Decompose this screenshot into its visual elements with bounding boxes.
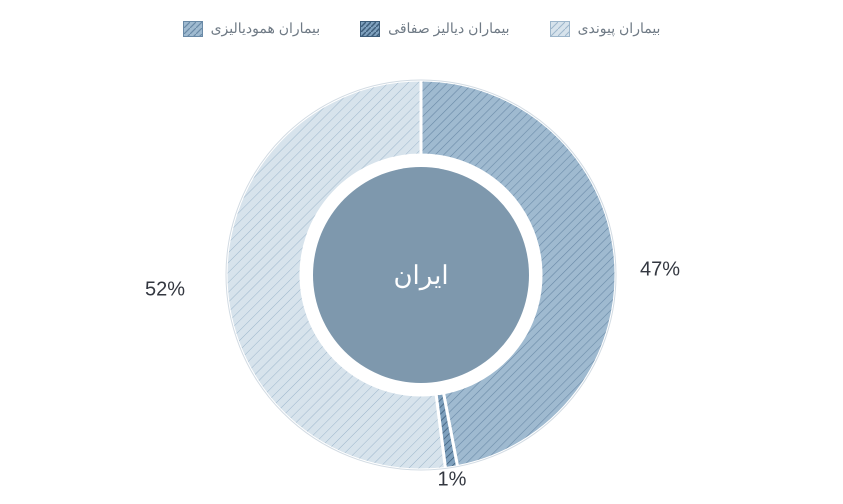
slice-label-hemodialysis: 47% <box>640 258 680 280</box>
donut-chart: ایران 47% 1% 52% <box>0 55 843 495</box>
legend-item-peritoneal: بیماران دیالیز صفاقی <box>360 20 509 37</box>
slice-label-peritoneal: 1% <box>438 468 467 490</box>
legend-label-hemodialysis: بیماران همودیالیزی <box>211 20 321 37</box>
legend-item-hemodialysis: بیماران همودیالیزی <box>183 20 321 37</box>
legend-item-transplant: بیماران پیوندی <box>550 20 661 37</box>
legend: بیماران همودیالیزی بیماران دیالیز صفاقی … <box>0 20 843 37</box>
legend-swatch-hemodialysis <box>183 21 203 37</box>
center-label: ایران <box>393 260 448 291</box>
legend-label-peritoneal: بیماران دیالیز صفاقی <box>388 20 509 37</box>
slice-label-transplant: 52% <box>145 278 185 300</box>
legend-swatch-transplant <box>550 21 570 37</box>
legend-swatch-peritoneal <box>360 21 380 37</box>
chart-stage: بیماران همودیالیزی بیماران دیالیز صفاقی … <box>0 0 843 504</box>
legend-label-transplant: بیماران پیوندی <box>578 20 661 37</box>
